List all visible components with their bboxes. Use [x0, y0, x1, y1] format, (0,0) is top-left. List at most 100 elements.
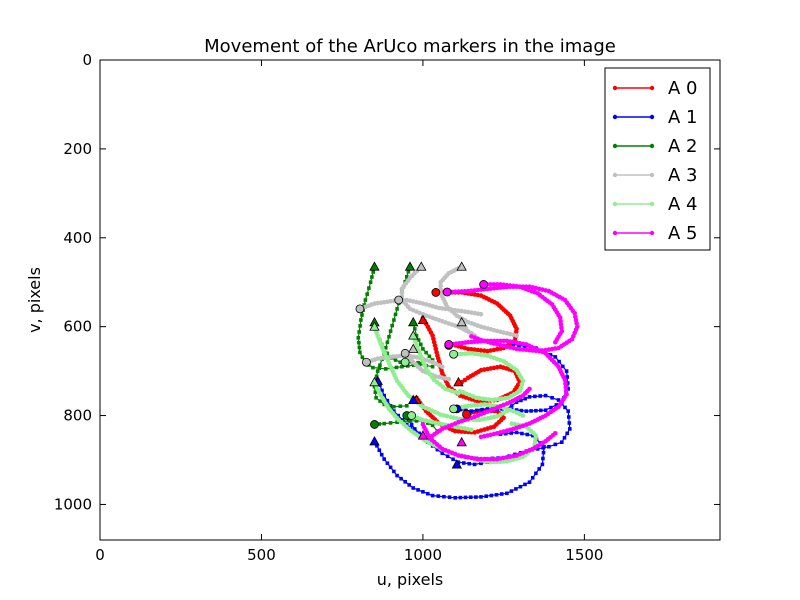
data-point: [374, 396, 378, 400]
data-point: [399, 476, 403, 481]
data-point: [375, 369, 380, 373]
data-point: [474, 408, 479, 413]
data-point: [566, 387, 570, 391]
data-point: [416, 360, 420, 365]
data-point: [566, 409, 570, 413]
data-point: [430, 364, 435, 369]
data-point: [494, 282, 500, 287]
data-point: [543, 408, 548, 412]
data-point: [527, 386, 532, 392]
data-point: [380, 388, 384, 393]
data-point: [394, 365, 399, 370]
data-point: [525, 432, 530, 437]
data-point: [558, 322, 564, 327]
data-point: [538, 394, 542, 398]
data-point: [539, 408, 543, 413]
chart-title: Movement of the ArUco markers in the ima…: [204, 36, 616, 57]
legend-label: A 4: [668, 194, 698, 215]
data-point: [414, 419, 419, 423]
start-marker-triangle: [408, 330, 419, 340]
start-marker-triangle: [456, 261, 467, 271]
data-point: [563, 388, 569, 394]
data-point: [430, 493, 435, 498]
start-marker-circle: [449, 404, 458, 414]
data-point: [462, 377, 468, 383]
data-point: [530, 476, 535, 480]
data-point: [565, 375, 569, 379]
data-point: [405, 404, 409, 408]
y-tick-label: 600: [63, 318, 92, 336]
data-point: [399, 290, 405, 295]
data-point: [535, 447, 540, 451]
data-point: [568, 427, 572, 431]
data-point: [565, 381, 570, 385]
data-point: [553, 431, 558, 436]
data-point: [406, 269, 411, 274]
data-point: [451, 457, 455, 462]
plot-data-layer: [356, 264, 580, 500]
data-point: [367, 286, 371, 290]
data-point: [438, 283, 444, 289]
data-point: [362, 303, 367, 307]
data-point: [514, 430, 519, 435]
data-point: [484, 494, 488, 498]
data-point: [527, 395, 532, 399]
data-point: [440, 451, 445, 456]
data-point: [485, 456, 490, 462]
y-tick-label: 1000: [54, 495, 92, 513]
data-point: [489, 493, 494, 498]
start-marker-circle: [442, 287, 452, 297]
data-point: [462, 461, 466, 465]
x-tick-label: 0: [95, 546, 105, 564]
start-marker-triangle: [369, 321, 380, 331]
x-axis: 0 500 1000 1500: [95, 60, 603, 564]
data-point: [374, 374, 379, 379]
data-point: [360, 355, 365, 360]
data-point: [547, 444, 551, 449]
data-point: [382, 421, 386, 426]
start-marker-circle: [400, 348, 410, 358]
data-point: [522, 344, 527, 348]
data-point: [392, 469, 396, 474]
data-point: [359, 318, 363, 322]
data-point: [499, 492, 504, 496]
data-point: [390, 323, 394, 328]
y-tick-label: 400: [63, 229, 92, 247]
data-point: [365, 292, 369, 296]
data-point: [406, 364, 410, 368]
data-point: [456, 429, 461, 434]
data-point: [468, 495, 473, 499]
legend-dot: [649, 230, 655, 236]
data-point: [388, 465, 393, 470]
start-marker-circle: [462, 409, 471, 419]
y-axis-label: v, pixels: [25, 267, 44, 333]
data-point: [494, 338, 500, 344]
series-a5: [420, 282, 580, 462]
legend-label: A 0: [668, 78, 698, 99]
data-point: [480, 407, 484, 412]
data-point: [446, 376, 452, 382]
legend: A 0 A 1 A 2 A 3 A 4 A 5: [604, 67, 711, 251]
data-point: [494, 493, 499, 497]
data-point: [405, 274, 409, 279]
data-point: [519, 408, 524, 413]
data-point: [540, 462, 545, 467]
data-point: [553, 339, 558, 345]
data-point: [459, 289, 465, 294]
start-marker-triangle: [456, 436, 467, 447]
data-point: [501, 459, 506, 464]
data-point: [413, 427, 417, 431]
data-point: [384, 367, 388, 371]
data-point: [392, 404, 396, 409]
data-point: [518, 484, 523, 489]
data-point: [465, 351, 471, 356]
data-point: [400, 364, 404, 369]
data-point: [511, 342, 516, 347]
data-point: [465, 403, 471, 409]
data-point: [519, 398, 523, 403]
start-marker-triangle: [417, 314, 429, 325]
x-tick-label: 1000: [404, 546, 442, 564]
data-point: [509, 421, 514, 426]
data-point: [385, 461, 390, 465]
